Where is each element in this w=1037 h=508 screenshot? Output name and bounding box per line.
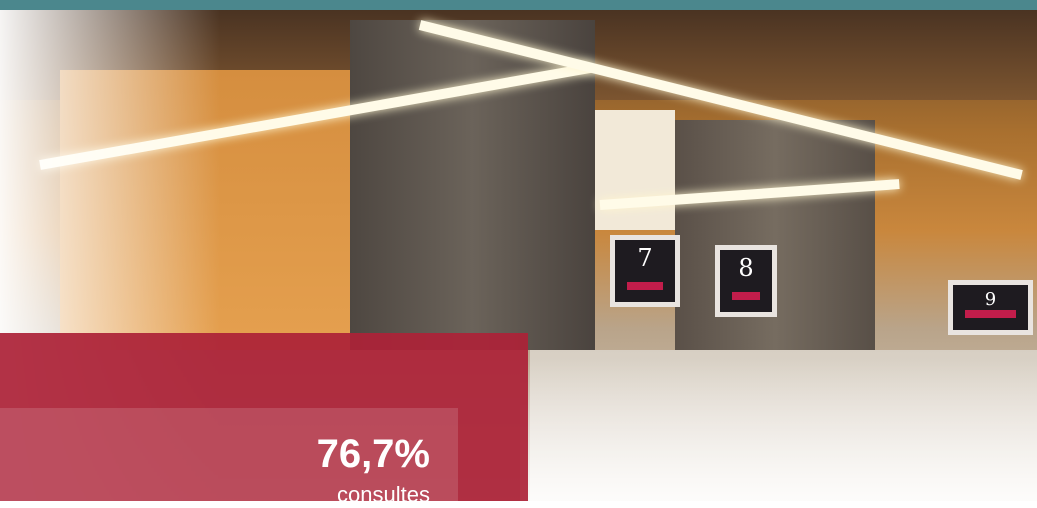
stat-label: consultes bbox=[337, 482, 430, 508]
window bbox=[595, 110, 675, 230]
counter-sign: 7 bbox=[610, 235, 680, 307]
counter-sign: 8 bbox=[715, 245, 777, 317]
page: 7 8 9 76,7% consultes (() => { const dat… bbox=[0, 0, 1037, 501]
top-bar bbox=[0, 0, 1037, 10]
fade-overlay bbox=[520, 360, 1037, 501]
stat-value: 76,7% bbox=[317, 430, 430, 478]
counter-sign: 9 bbox=[948, 280, 1033, 335]
